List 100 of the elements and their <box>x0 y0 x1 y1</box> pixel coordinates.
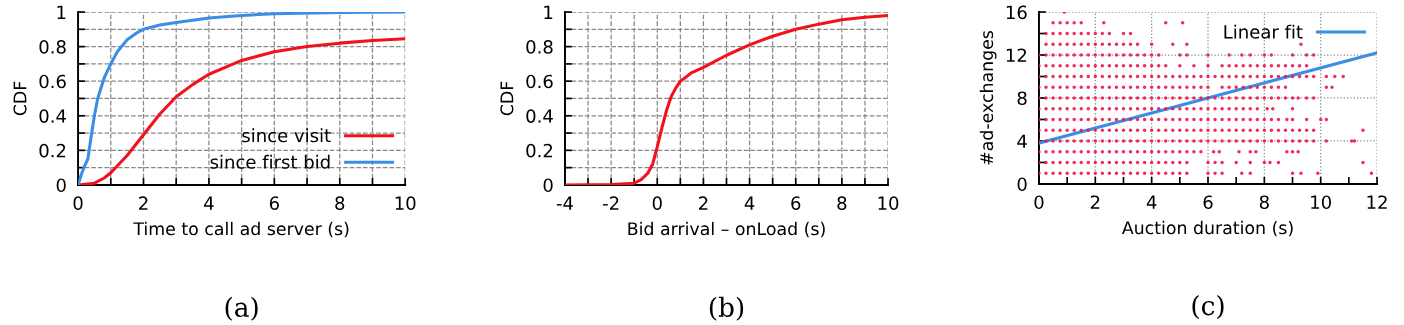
x-tick-label: 2 <box>139 196 148 210</box>
point <box>1065 96 1069 100</box>
y-tick-label: 0.4 <box>39 109 66 123</box>
point <box>1171 160 1175 165</box>
point <box>1220 85 1224 89</box>
point <box>1058 85 1062 89</box>
legend-label: since first bid <box>210 154 330 169</box>
y-axis-title: #ad-exchanges <box>979 30 997 165</box>
text: (b) <box>709 296 744 321</box>
text: (a) <box>225 296 258 321</box>
point <box>1114 160 1119 165</box>
point <box>1276 64 1281 68</box>
point <box>1157 74 1161 79</box>
point <box>1185 107 1189 111</box>
point <box>1114 107 1119 111</box>
point <box>1213 139 1217 143</box>
point <box>1164 96 1168 100</box>
point <box>1051 171 1055 175</box>
point <box>1241 139 1245 143</box>
x-tick-label: 0 <box>73 196 83 211</box>
y-tick-label: 0.2 <box>526 143 553 158</box>
point <box>1324 74 1329 79</box>
point <box>1058 128 1062 132</box>
x-tick-label: -4 <box>556 196 573 210</box>
point <box>1192 128 1196 132</box>
point <box>1135 42 1140 46</box>
x-tick-label: 6 <box>1203 195 1213 210</box>
point <box>1051 64 1055 68</box>
point <box>1114 85 1119 89</box>
point <box>1107 42 1112 46</box>
point <box>1227 64 1231 68</box>
point <box>1128 85 1133 89</box>
point <box>1185 150 1189 154</box>
x-tick-label: 4 <box>1146 195 1157 209</box>
point <box>1065 53 1069 57</box>
point <box>1255 117 1260 122</box>
point <box>1164 74 1168 79</box>
point <box>1058 42 1062 46</box>
point <box>1107 31 1112 36</box>
point <box>1297 64 1302 68</box>
point <box>1044 42 1048 46</box>
point <box>1318 117 1323 122</box>
point <box>1058 53 1062 57</box>
point <box>1297 128 1302 132</box>
y-tick-label: 16 <box>1006 5 1027 20</box>
point <box>1220 171 1224 175</box>
point <box>1107 160 1112 165</box>
point <box>1164 139 1168 143</box>
point <box>1178 96 1182 100</box>
point <box>1171 96 1175 100</box>
point <box>1178 74 1182 79</box>
point <box>1255 139 1260 143</box>
y-axis-title: CDF <box>13 81 27 116</box>
point <box>1114 74 1119 79</box>
point <box>1213 96 1217 100</box>
point <box>1316 171 1320 175</box>
point <box>1086 160 1090 165</box>
point <box>1128 171 1133 175</box>
line-series <box>564 13 889 185</box>
point <box>1185 160 1189 165</box>
point <box>1149 160 1154 165</box>
point <box>1121 160 1126 165</box>
point <box>1299 42 1303 46</box>
point <box>1107 150 1112 154</box>
point <box>1248 96 1252 100</box>
point <box>1107 64 1112 68</box>
point <box>1065 171 1069 175</box>
x-tick-label: -2 <box>603 196 619 210</box>
point <box>1128 150 1133 154</box>
point <box>1142 107 1147 111</box>
point <box>1234 96 1238 100</box>
point <box>1100 160 1105 165</box>
x-tick-label: 10 <box>395 196 416 211</box>
y-tick-label: 0.6 <box>39 74 66 89</box>
point <box>1121 171 1126 175</box>
point <box>1058 150 1062 154</box>
point <box>1058 107 1062 111</box>
point <box>1227 128 1231 132</box>
point <box>1114 117 1119 122</box>
point <box>1361 128 1365 132</box>
point <box>1107 117 1112 122</box>
point <box>1304 64 1309 68</box>
y-tick-label: 4 <box>1017 134 1027 148</box>
point <box>1051 107 1055 111</box>
y-tick-label: 0.8 <box>39 40 66 54</box>
point <box>1121 74 1126 79</box>
point <box>1333 74 1337 79</box>
point <box>1171 139 1175 143</box>
point <box>1079 31 1083 36</box>
point <box>1135 160 1140 165</box>
point <box>1185 139 1189 143</box>
point <box>1304 74 1309 79</box>
point <box>1135 64 1140 68</box>
point <box>1185 96 1189 100</box>
point <box>1079 160 1083 165</box>
point <box>1241 96 1245 100</box>
point <box>1086 139 1090 143</box>
point <box>1072 117 1076 122</box>
point <box>1058 64 1062 68</box>
point <box>1128 117 1133 122</box>
